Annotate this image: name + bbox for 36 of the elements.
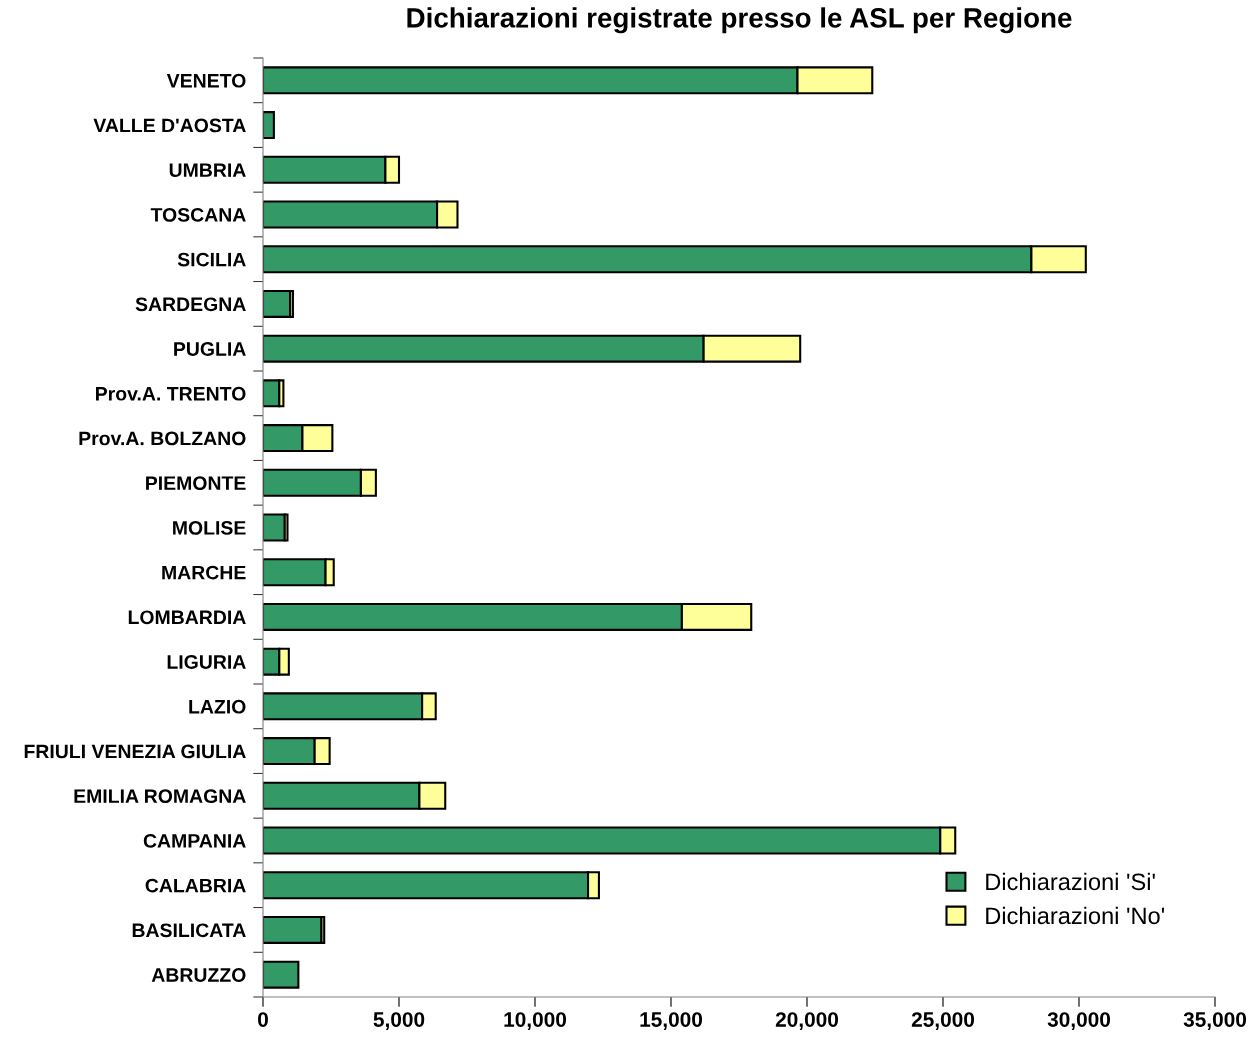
y-tick-label: ABRUZZO: [151, 968, 246, 982]
y-tick-label: SARDEGNA: [135, 297, 246, 312]
y-tick-label: EMILIA ROMAGNA: [74, 789, 246, 804]
x-tick-label: 30,000: [1047, 1012, 1111, 1030]
y-tick-label: LAZIO: [189, 699, 246, 714]
y-tick-label: MOLISE: [173, 520, 246, 535]
y-tick-label: MARCHE: [162, 565, 246, 580]
y-tick-label: LIGURIA: [167, 655, 246, 669]
y-tick-label: CAMPANIA: [143, 833, 246, 848]
chart-title: Dichiarazioni registrate presso le ASL per Regione: [407, 7, 1072, 34]
x-tick-label: 0: [258, 1012, 268, 1027]
y-tick-label: PIEMONTE: [146, 476, 246, 491]
bar: [263, 111, 275, 140]
y-tick-label: VALLE D'AOSTA: [93, 118, 246, 133]
legend-label: Dichiarazioni 'Si': [986, 872, 1155, 891]
y-tick-label: LOMBARDIA: [128, 610, 246, 625]
y-tick-label: BASILICATA: [132, 923, 246, 938]
y-tick-label: TOSCANA: [150, 207, 246, 222]
bar: [263, 960, 300, 989]
bar: [263, 513, 286, 542]
y-tick-label: CALABRIA: [145, 878, 246, 893]
x-tick-label: 5,000: [373, 1012, 425, 1030]
y-tick-label: Prov.A. TRENTO: [96, 386, 246, 401]
y-tick-label: FRIULI VENEZIA GIULIA: [24, 744, 246, 759]
x-tick-label: 35,000: [1183, 1012, 1247, 1030]
legend-label: Dichiarazioni 'No': [986, 906, 1165, 925]
x-tick-label: 10,000: [504, 1012, 567, 1030]
y-tick-label: PUGLIA: [174, 342, 246, 356]
x-tick-label: 20,000: [775, 1012, 839, 1030]
y-tick-label: Prov.A. BOLZANO: [79, 431, 246, 446]
y-tick-label: VENETO: [166, 73, 246, 88]
y-tick-label: SICILIA: [177, 252, 246, 267]
y-tick-label: UMBRIA: [169, 163, 246, 178]
x-tick-label: 25,000: [911, 1012, 975, 1030]
bar: [263, 915, 323, 944]
x-tick-label: 15,000: [640, 1012, 703, 1030]
